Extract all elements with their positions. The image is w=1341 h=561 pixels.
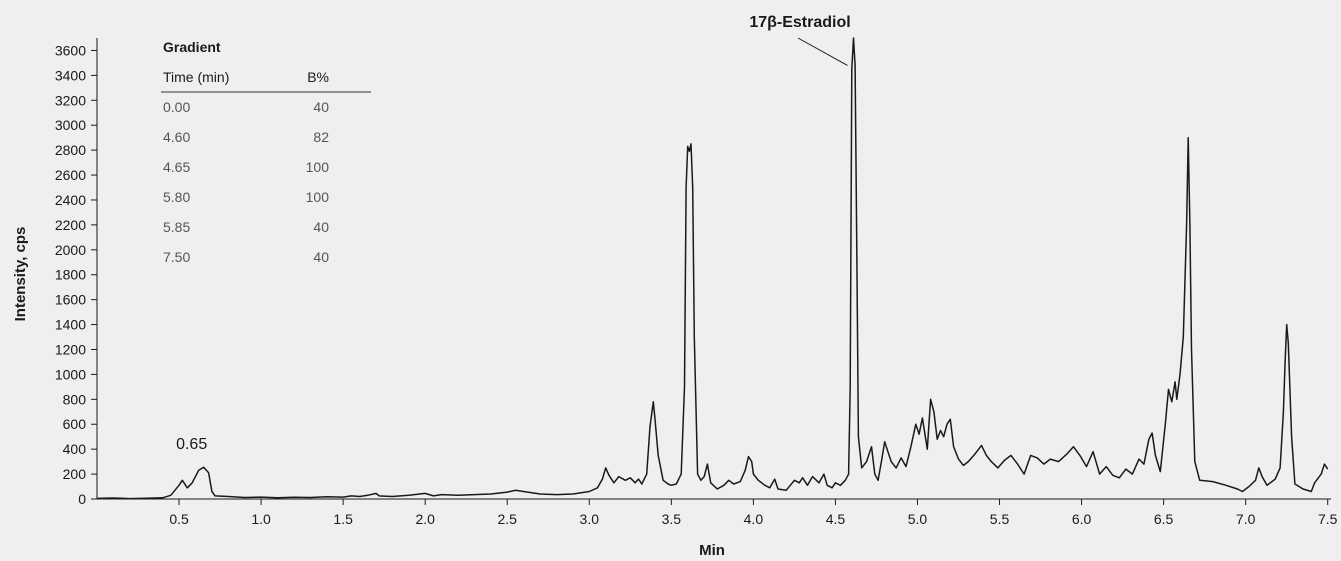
y-tick-label: 1800 (55, 267, 86, 283)
gradient-table-title: Gradient (163, 39, 221, 55)
gradient-table: Gradient Time (min) B% 0.00 40 4.60 82 4.65 1… (161, 39, 371, 265)
x-tick-label: 3.0 (580, 511, 600, 527)
y-axis-title: Intensity, cps (12, 227, 29, 322)
peak-label-estradiol: 17β-Estradiol (749, 14, 850, 31)
peak-label-065: 0.65 (176, 436, 207, 453)
y-tick-label: 800 (63, 391, 87, 407)
gradient-table-rows: 0.00 40 4.60 82 4.65 100 5.80 100 5.85 40 7.50 40 (163, 99, 329, 265)
x-tick-label: 4.0 (744, 511, 764, 527)
y-tick-label: 2600 (55, 167, 86, 183)
y-tick-label: 0 (78, 491, 86, 507)
gradient-table-header-b: B% (307, 69, 329, 85)
x-tick-label: 0.5 (169, 511, 189, 527)
x-axis-ticks: 0.5 1.0 1.5 2.0 2.5 3.0 3.5 4.0 4.5 5.0 5.5 6.0 6.5 7… (169, 499, 1338, 527)
gradient-time-cell: 5.80 (163, 189, 190, 205)
y-tick-label: 3000 (55, 117, 86, 133)
gradient-b-cell: 100 (306, 189, 330, 205)
y-tick-label: 200 (63, 466, 87, 482)
x-tick-label: 6.0 (1072, 511, 1092, 527)
y-tick-label: 3600 (55, 42, 86, 58)
x-tick-label: 5.5 (990, 511, 1010, 527)
gradient-b-cell: 40 (313, 249, 329, 265)
x-tick-label: 7.0 (1236, 511, 1256, 527)
x-tick-label: 1.5 (333, 511, 353, 527)
gradient-time-cell: 4.60 (163, 129, 190, 145)
gradient-time-cell: 0.00 (163, 99, 190, 115)
y-tick-label: 1400 (55, 317, 86, 333)
y-tick-label: 2400 (55, 192, 86, 208)
x-tick-label: 2.0 (415, 511, 435, 527)
x-tick-label: 7.5 (1318, 511, 1338, 527)
gradient-table-header-time: Time (min) (163, 69, 229, 85)
y-tick-label: 1600 (55, 292, 86, 308)
peak-leader-line (797, 37, 848, 66)
y-tick-label: 2000 (55, 242, 86, 258)
gradient-b-cell: 100 (306, 159, 330, 175)
y-tick-label: 3200 (55, 92, 86, 108)
x-axis-title: Min (699, 542, 725, 559)
y-tick-label: 600 (63, 416, 87, 432)
y-axis-ticks: 0 200 400 600 800 1000 1200 1400 1600 1800 2000 220… (55, 42, 97, 507)
gradient-time-cell: 4.65 (163, 159, 190, 175)
y-tick-label: 2200 (55, 217, 86, 233)
chromatogram-trace (96, 37, 1329, 500)
y-tick-label: 400 (63, 441, 87, 457)
y-tick-label: 1000 (55, 366, 86, 382)
peak-annotations: 0.65 17β-Estradiol (176, 14, 851, 453)
y-tick-label: 3400 (55, 67, 86, 83)
x-tick-label: 1.0 (251, 511, 271, 527)
x-tick-label: 4.5 (826, 511, 846, 527)
x-tick-label: 6.5 (1154, 511, 1174, 527)
x-tick-label: 2.5 (498, 511, 518, 527)
y-tick-label: 2800 (55, 142, 86, 158)
gradient-time-cell: 7.50 (163, 249, 190, 265)
y-tick-label: 1200 (55, 341, 86, 357)
x-tick-label: 3.5 (662, 511, 682, 527)
x-tick-label: 5.0 (908, 511, 928, 527)
gradient-b-cell: 82 (313, 129, 329, 145)
gradient-b-cell: 40 (313, 219, 329, 235)
gradient-time-cell: 5.85 (163, 219, 190, 235)
gradient-b-cell: 40 (313, 99, 329, 115)
